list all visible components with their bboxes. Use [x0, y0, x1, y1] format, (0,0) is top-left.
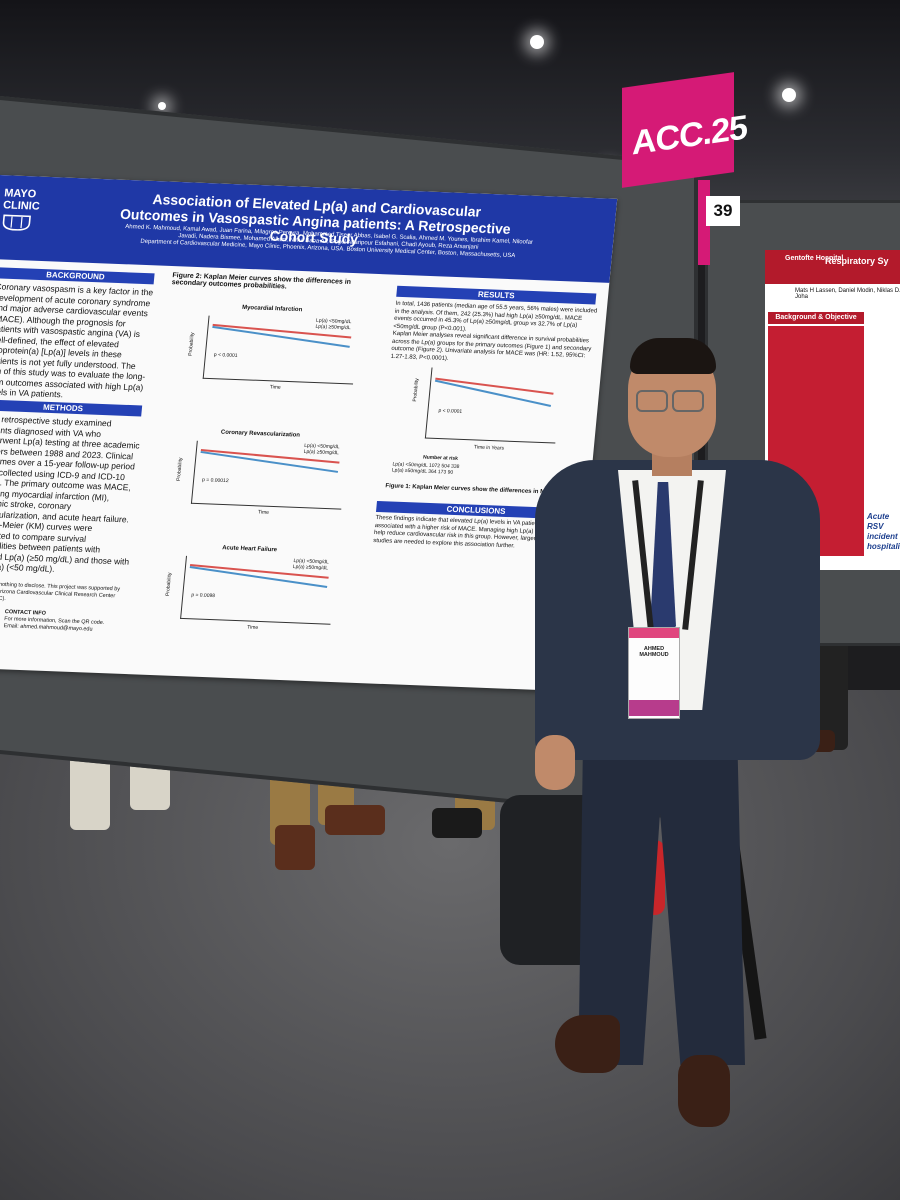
acc-sign-text: ACC.25 [632, 108, 747, 163]
ceiling-light [782, 88, 796, 102]
p-value: p < 0.0001 [438, 407, 463, 415]
y-axis-label: Probability [164, 572, 174, 597]
background-text: Coronary vasospasm is a key factor in th… [0, 281, 154, 400]
poster-header: MAYO CLINIC Association of Elevated Lp(a… [0, 175, 618, 283]
hand [535, 735, 575, 790]
km-plot-title: Myocardial Infarction [241, 304, 303, 314]
poster-sheet: MAYO CLINIC Association of Elevated Lp(a… [0, 175, 618, 692]
name-badge: AHMED MAHMOUD [628, 627, 680, 719]
neighbor-poster-header: Gentofte Hospital Respiratory Sy [765, 250, 900, 284]
left-shoe [555, 1015, 620, 1073]
glasses-icon [672, 390, 704, 412]
km-legend: Lp(a) <50mg/dL Lp(a) ≥50mg/dL [293, 558, 354, 572]
x-axis-label: Time in Years [473, 444, 505, 452]
contact-info: CONTACT INFO For more information, Scan … [3, 609, 124, 635]
ceiling-light [530, 35, 544, 49]
risk-table-label: Number at risk [422, 454, 459, 462]
km-legend: Lp(a) <50mg/dL Lp(a) ≥50mg/dL [315, 318, 376, 332]
glasses-icon [636, 390, 668, 412]
km-plot-mace: p < 0.0001 [424, 367, 562, 444]
shield-icon [2, 214, 31, 231]
x-axis-label: Time [246, 624, 259, 631]
badge-stripe [629, 628, 679, 638]
hair [630, 338, 716, 374]
x-axis-label: Time [257, 509, 270, 516]
neighbor-poster-title: Respiratory Sy [825, 256, 889, 266]
p-value: p < 0.0001 [213, 352, 238, 359]
km-legend: Lp(a) <50mg/dL Lp(a) ≥50mg/dL [303, 443, 364, 457]
neighbor-poster-authors: Mats H Lassen, Daniel Modin, Niklas D. J… [795, 288, 900, 300]
neighbor-poster-footer: Acute RSV incident hospitalizatio [867, 512, 900, 551]
ceiling-light [158, 102, 166, 110]
neighbor-poster-section: Background & Objective [768, 312, 864, 324]
x-axis-label: Time [269, 384, 281, 391]
p-value: p = 0.00012 [201, 477, 229, 485]
mayo-clinic-logo: MAYO CLINIC [1, 187, 53, 232]
badge-footer [629, 700, 679, 716]
km-plot-title: Acute Heart Failure [221, 545, 278, 554]
y-axis-label: Probability [187, 332, 196, 356]
risk-table: Lp(a) <50mg/dL 1072 504 338 Lp(a) ≥50mg/d… [392, 461, 572, 480]
y-axis-label: Probability [175, 457, 184, 482]
figure2-caption: Figure 2: Kaplan Meier curves show the d… [171, 272, 352, 291]
hospital-name: Gentofte Hospital [785, 255, 844, 262]
logo-line2: CLINIC [2, 199, 41, 213]
km-curve-low [434, 379, 552, 408]
km-plot-title: Coronary Revascularization [220, 429, 301, 439]
acc-sign: ACC.25 [622, 72, 747, 188]
booth-number: 39 [706, 196, 740, 226]
disclosures: Disclosures: nothing to disclose. This p… [0, 581, 121, 603]
right-shoe [678, 1055, 730, 1127]
research-poster: MAYO CLINIC Association of Elevated Lp(a… [0, 175, 618, 692]
y-axis-label: Probability [412, 378, 421, 402]
p-value: p = 0.0098 [191, 592, 216, 600]
methods-text: This retrospective study examined patien… [0, 413, 141, 574]
badge-name: AHMED MAHMOUD [639, 646, 669, 658]
